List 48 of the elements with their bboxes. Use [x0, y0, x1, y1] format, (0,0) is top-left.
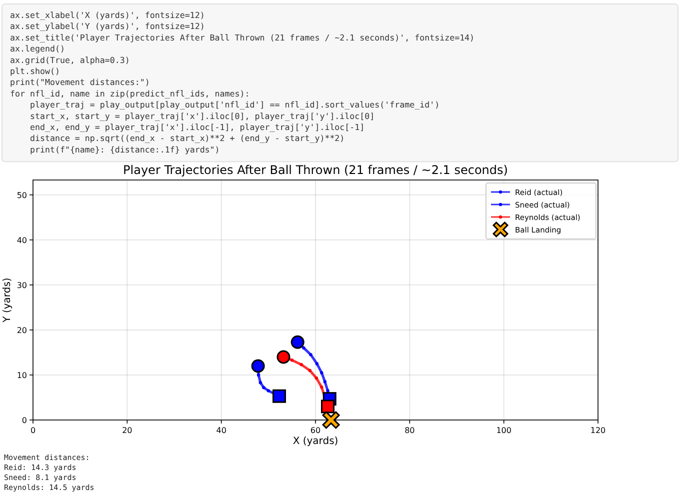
- text: ax.set_title('Player Trajectories After Ball Thrown (21 frames / ~2.1 seconds)', fontsize=14): [10, 32, 475, 42]
- point: [320, 386, 324, 389]
- point: [290, 335, 304, 349]
- point: [258, 381, 262, 384]
- y-tick-label: 0: [22, 416, 27, 425]
- point: [262, 386, 266, 390]
- point: [272, 389, 286, 403]
- point: [290, 358, 294, 362]
- text: ax.set_xlabel('X (yards)', fontsize=12): [10, 10, 205, 20]
- text: start_x, start_y = player_traj['x'].iloc[0], player_traj['y'].iloc[0]: [10, 110, 375, 121]
- y-tick-label: 40: [16, 236, 27, 245]
- text: player_traj = play_output[play_output['nfl_id'] == nfl_id].sort_values('frame_id'): [10, 100, 440, 110]
- x-tick-label: 0: [30, 426, 36, 435]
- x-tick-label: 100: [496, 426, 512, 435]
- y-tick-label: 20: [16, 326, 27, 335]
- point: [309, 353, 312, 356]
- point: [302, 346, 306, 350]
- point: [266, 389, 270, 392]
- text: ax.set_ylabel('Y (yards)', fontsize=12): [10, 21, 205, 32]
- point: [322, 411, 340, 429]
- text: plt.show(): [10, 66, 60, 76]
- point: [314, 376, 318, 380]
- text: distance = np.sqrt((end_x - start_x)**2 + (end_y - start_y)**2): [10, 133, 345, 144]
- point: [315, 362, 319, 366]
- x-tick-label: 120: [590, 426, 606, 435]
- y-tick-label: 30: [16, 280, 27, 290]
- x-tick-label: 20: [122, 426, 132, 435]
- point: [251, 359, 265, 373]
- x-tick-label: 80: [404, 426, 415, 435]
- y-axis-title: Y (yards): [2, 278, 13, 324]
- point: [326, 389, 330, 392]
- x-axis-title: X (yards): [292, 436, 338, 447]
- text: end_x, end_y = player_traj['x'].iloc[-1], player_traj['y'].iloc[-1]: [10, 122, 365, 132]
- point: [320, 371, 324, 374]
- chart-title: Player Trajectories After Ball Thrown (21 frames / ~2.1 seconds): [123, 163, 508, 177]
- point: [308, 368, 312, 372]
- text: ax.grid(True, alpha=0.3): [10, 54, 130, 65]
- text: for nfl_id, name in zip(predict_nfl_ids, names):: [10, 88, 250, 98]
- point: [256, 373, 260, 377]
- y-tick-label: 10: [16, 370, 27, 380]
- y-tick-label: 50: [16, 190, 27, 200]
- text: print(f"{name}: {distance:.1f} yards"): [10, 144, 220, 154]
- x-tick-label: 40: [216, 426, 226, 435]
- text: ax.legend(): [10, 44, 65, 54]
- point: [323, 380, 327, 384]
- x-tick-label: 60: [310, 426, 321, 435]
- text: print("Movement distances:"): [10, 77, 150, 88]
- point: [300, 363, 303, 366]
